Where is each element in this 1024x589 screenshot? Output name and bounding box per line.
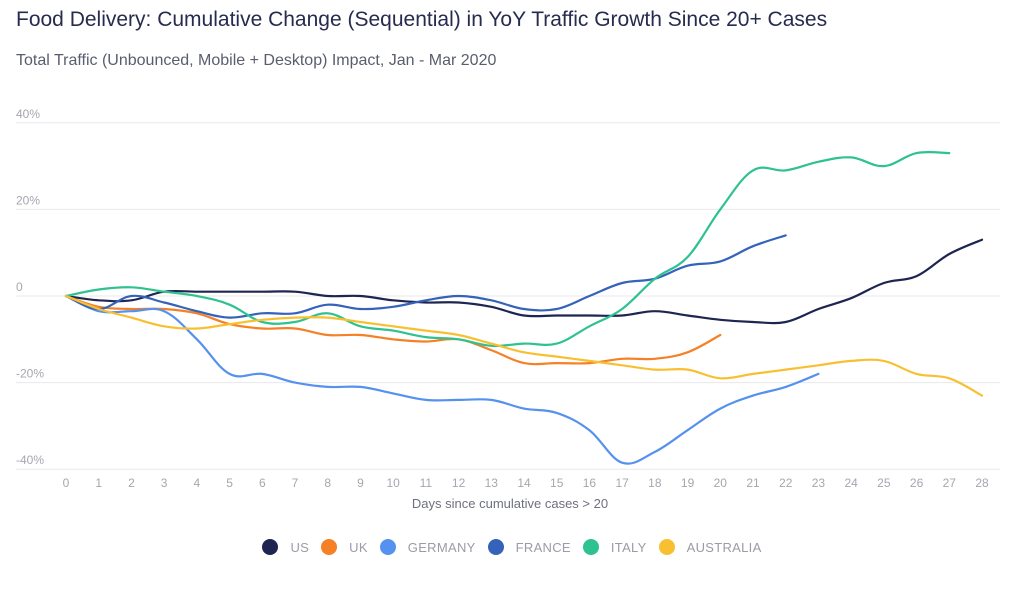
x-tick-label: 22 — [779, 476, 793, 490]
legend-label: GERMANY — [407, 539, 476, 555]
x-tick-label: 7 — [292, 476, 299, 490]
legend-item-italy[interactable]: ITALY — [582, 539, 647, 555]
x-tick-label: 8 — [324, 476, 331, 490]
series-line-uk — [64, 294, 722, 366]
chart-subtitle: Total Traffic (Unbounced, Mobile + Deskt… — [16, 52, 497, 69]
legend-item-france[interactable]: FRANCE — [487, 539, 571, 555]
legend-label: US — [290, 539, 310, 555]
x-tick-label: 0 — [63, 476, 70, 490]
x-axis-title: Days since cumulative cases > 20 — [412, 496, 608, 511]
series-line-france — [64, 234, 787, 319]
legend-swatch-icon — [658, 539, 675, 555]
x-tick-label: 14 — [517, 476, 531, 490]
x-tick-label: 6 — [259, 476, 266, 490]
legend-item-australia[interactable]: AUSTRALIA — [658, 539, 762, 555]
legend: US UK GERMANY FRANCE ITALY AUSTRALIA — [0, 539, 1024, 555]
x-tick-label: 12 — [452, 476, 466, 490]
legend-label: UK — [349, 539, 368, 555]
x-tick-label: 2 — [128, 476, 135, 490]
x-tick-label: 15 — [550, 476, 564, 490]
series-lines — [64, 150, 984, 465]
y-tick-label: 40% — [16, 107, 40, 121]
legend-item-uk[interactable]: UK — [321, 539, 368, 555]
legend-swatch-icon — [582, 539, 599, 555]
series-line-australia — [64, 294, 984, 397]
x-tick-label: 20 — [714, 476, 728, 490]
grid-lines — [16, 122, 1000, 470]
x-tick-label: 21 — [746, 476, 760, 490]
x-tick-label: 27 — [943, 476, 957, 490]
x-axis-labels: 0 1 2 3 4 5 6 7 8 9 10 11 12 13 14 15 16 17 18 19 20 21 22 23 24… — [63, 476, 989, 490]
x-tick-label: 10 — [386, 476, 400, 490]
x-tick-label: 13 — [485, 476, 499, 490]
legend-item-germany[interactable]: GERMANY — [379, 539, 476, 555]
x-tick-label: 24 — [844, 476, 858, 490]
legend-swatch-icon — [379, 539, 396, 555]
x-tick-label: 23 — [812, 476, 826, 490]
y-tick-label: -20% — [16, 367, 44, 381]
x-tick-label: 11 — [420, 476, 433, 490]
series-line-us — [64, 238, 984, 325]
legend-label: FRANCE — [515, 539, 571, 555]
y-tick-label: -40% — [16, 453, 44, 467]
x-tick-label: 18 — [648, 476, 662, 490]
legend-label: ITALY — [610, 539, 647, 555]
x-tick-label: 19 — [681, 476, 695, 490]
x-tick-label: 9 — [357, 476, 364, 490]
legend-swatch-icon — [487, 539, 504, 555]
y-axis-labels: 40% 20% 0 -20% -40% — [16, 107, 44, 467]
y-tick-label: 0 — [16, 280, 23, 294]
legend-swatch-icon — [262, 539, 279, 555]
x-tick-label: 25 — [877, 476, 891, 490]
x-tick-label: 3 — [161, 476, 168, 490]
x-tick-label: 17 — [615, 476, 629, 490]
x-tick-label: 16 — [583, 476, 597, 490]
legend-swatch-icon — [321, 539, 338, 555]
x-tick-label: 26 — [910, 476, 924, 490]
x-tick-label: 4 — [194, 476, 201, 490]
y-tick-label: 20% — [16, 193, 40, 207]
legend-item-us[interactable]: US — [262, 539, 309, 555]
series-line-italy — [64, 150, 951, 348]
chart-title: Food Delivery: Cumulative Change (Sequen… — [16, 8, 828, 31]
legend-label: AUSTRALIA — [686, 539, 762, 555]
x-tick-label: 1 — [95, 476, 102, 490]
x-tick-label: 5 — [226, 476, 233, 490]
x-tick-label: 28 — [975, 476, 989, 490]
series-line-germany — [64, 294, 820, 465]
